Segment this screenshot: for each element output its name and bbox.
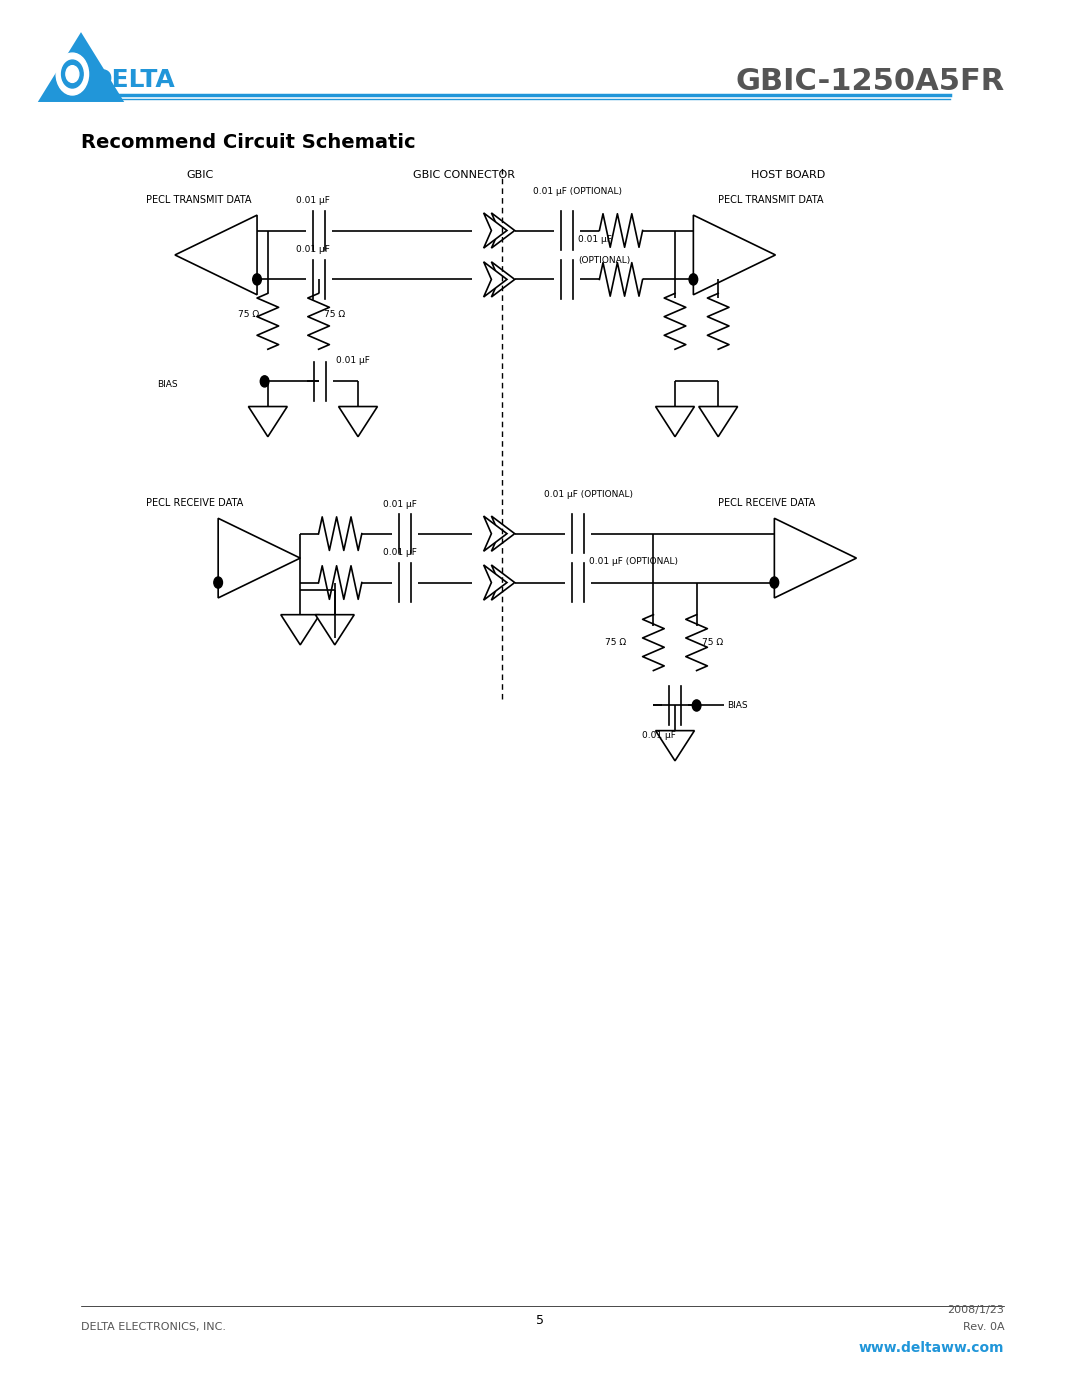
- Text: 2008/1/23: 2008/1/23: [947, 1305, 1004, 1316]
- Text: www.deltaww.com: www.deltaww.com: [859, 1341, 1004, 1355]
- Text: (OPTIONAL): (OPTIONAL): [578, 257, 630, 265]
- Text: Rev. 0A: Rev. 0A: [962, 1322, 1004, 1333]
- Text: 0.01 μF: 0.01 μF: [578, 236, 611, 244]
- Text: GBIC-1250A5FR: GBIC-1250A5FR: [735, 67, 1004, 95]
- Text: 0.01 μF (OPTIONAL): 0.01 μF (OPTIONAL): [589, 557, 677, 566]
- Polygon shape: [491, 515, 515, 552]
- Circle shape: [253, 274, 261, 285]
- Polygon shape: [491, 212, 515, 249]
- Text: 0.01 μF: 0.01 μF: [296, 246, 330, 254]
- Polygon shape: [656, 407, 694, 437]
- Text: 75 Ω: 75 Ω: [702, 638, 724, 647]
- Text: PECL TRANSMIT DATA: PECL TRANSMIT DATA: [718, 194, 824, 205]
- Text: BIAS: BIAS: [158, 380, 178, 388]
- Text: DELTA: DELTA: [92, 67, 176, 92]
- Text: 0.01 μF (OPTIONAL): 0.01 μF (OPTIONAL): [544, 490, 633, 499]
- Polygon shape: [218, 518, 300, 598]
- Text: 75 Ω: 75 Ω: [605, 638, 626, 647]
- Polygon shape: [38, 32, 124, 102]
- Text: DELTA ELECTRONICS, INC.: DELTA ELECTRONICS, INC.: [81, 1322, 226, 1333]
- Text: PECL RECEIVE DATA: PECL RECEIVE DATA: [146, 497, 243, 509]
- Polygon shape: [484, 261, 507, 298]
- Polygon shape: [248, 407, 287, 437]
- Text: 5: 5: [536, 1313, 544, 1327]
- Text: PECL RECEIVE DATA: PECL RECEIVE DATA: [718, 497, 815, 509]
- Text: 0.01 μF: 0.01 μF: [296, 197, 330, 205]
- Text: 0.01 μF: 0.01 μF: [337, 356, 370, 365]
- Text: 0.01 μF: 0.01 μF: [382, 500, 417, 509]
- Polygon shape: [699, 407, 738, 437]
- Text: 0.01 μF: 0.01 μF: [642, 731, 676, 739]
- Polygon shape: [693, 215, 775, 295]
- Text: 0.01 μF (OPTIONAL): 0.01 μF (OPTIONAL): [534, 187, 622, 196]
- Circle shape: [62, 60, 83, 88]
- Polygon shape: [491, 261, 515, 298]
- Circle shape: [692, 700, 701, 711]
- Circle shape: [770, 577, 779, 588]
- Text: 75 Ω: 75 Ω: [238, 310, 259, 319]
- Text: PECL TRANSMIT DATA: PECL TRANSMIT DATA: [146, 194, 252, 205]
- Text: HOST BOARD: HOST BOARD: [752, 169, 825, 180]
- Circle shape: [214, 577, 222, 588]
- Text: GBIC CONNECTOR: GBIC CONNECTOR: [414, 169, 515, 180]
- Text: BIAS: BIAS: [727, 701, 747, 710]
- Text: Recommend Circuit Schematic: Recommend Circuit Schematic: [81, 133, 416, 152]
- Polygon shape: [656, 731, 694, 761]
- Polygon shape: [491, 564, 515, 601]
- Polygon shape: [484, 515, 507, 552]
- Polygon shape: [281, 615, 320, 645]
- Text: 75 Ω: 75 Ω: [324, 310, 346, 319]
- Polygon shape: [774, 518, 856, 598]
- Circle shape: [56, 53, 89, 95]
- Circle shape: [689, 274, 698, 285]
- Text: GBIC: GBIC: [186, 169, 214, 180]
- Polygon shape: [175, 215, 257, 295]
- Text: 0.01 μF: 0.01 μF: [382, 549, 417, 557]
- Polygon shape: [339, 407, 378, 437]
- Polygon shape: [484, 212, 507, 249]
- Polygon shape: [315, 615, 354, 645]
- Circle shape: [260, 376, 269, 387]
- Circle shape: [66, 66, 79, 82]
- Polygon shape: [484, 564, 507, 601]
